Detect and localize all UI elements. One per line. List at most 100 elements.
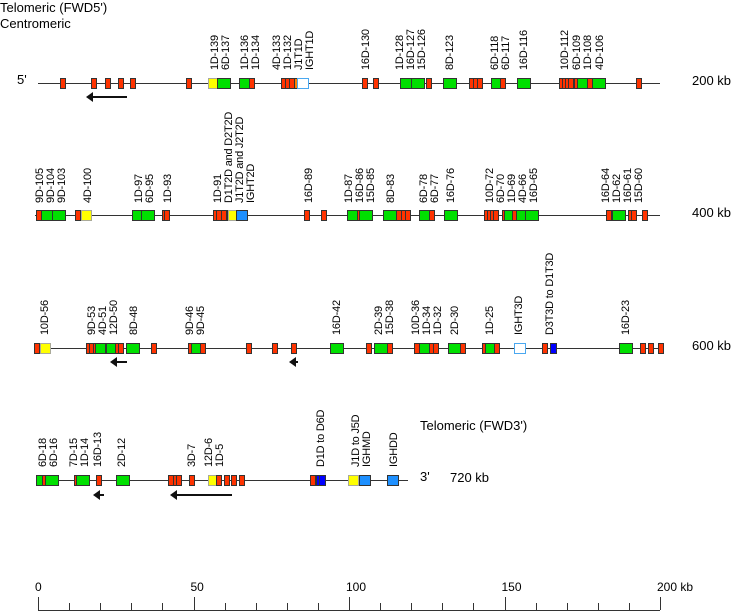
pseudogene-box[interactable]	[631, 210, 637, 221]
pseudogene-box[interactable]	[164, 210, 170, 221]
pseudogene-box[interactable]	[118, 78, 124, 89]
functional-gene-box[interactable]	[619, 343, 633, 354]
pseudogene-box[interactable]	[658, 343, 664, 354]
gene-label: 10D-72	[484, 168, 496, 203]
functional-gene-box[interactable]	[411, 78, 425, 89]
pseudogene-box[interactable]	[460, 343, 466, 354]
functional-gene-box[interactable]	[359, 210, 373, 221]
functional-gene-box[interactable]	[612, 210, 626, 221]
pseudogene-box[interactable]	[96, 475, 102, 486]
gene-label: 1D-5	[214, 443, 226, 467]
constant-region-box[interactable]	[236, 210, 248, 221]
minor-tick	[69, 603, 71, 610]
strand-end-label: 3'	[420, 469, 430, 484]
pseudogene-box[interactable]	[186, 78, 192, 89]
pseudogene-box[interactable]	[640, 343, 646, 354]
pseudogene-box[interactable]	[493, 210, 499, 221]
gene-label: 1D-97	[133, 174, 145, 203]
pseudogene-box[interactable]	[429, 210, 435, 221]
functional-gene-box[interactable]	[217, 78, 231, 89]
gene-label: 16D-64	[600, 168, 612, 203]
pseudogene-box[interactable]	[249, 78, 255, 89]
constant-region-box[interactable]	[359, 475, 371, 486]
gene-label: 9D-46	[184, 306, 196, 335]
pseudogene-box[interactable]	[224, 475, 230, 486]
functional-gene-box[interactable]	[374, 343, 388, 354]
functional-gene-box[interactable]	[45, 475, 59, 486]
functional-gene-box[interactable]	[383, 210, 397, 221]
gene-label: 1D-69	[506, 174, 518, 203]
pseudogene-box[interactable]	[642, 210, 648, 221]
pseudogene-box[interactable]	[130, 78, 136, 89]
functional-gene-box[interactable]	[52, 210, 66, 221]
pseudogene-box[interactable]	[373, 78, 379, 89]
pseudogene-box[interactable]	[60, 78, 66, 89]
gene-label: 8D-123	[444, 35, 456, 70]
scale-tick-label: 0	[35, 580, 42, 594]
functional-gene-box[interactable]	[525, 210, 539, 221]
pseudogene-box[interactable]	[321, 210, 327, 221]
pseudogene-box[interactable]	[648, 343, 654, 354]
pseudogene-box[interactable]	[405, 210, 411, 221]
open-box[interactable]	[297, 78, 309, 89]
functional-gene-box[interactable]	[592, 78, 606, 89]
pseudogene-box[interactable]	[606, 210, 612, 221]
pseudogene-box[interactable]	[231, 475, 237, 486]
constant-region-box[interactable]	[387, 475, 399, 486]
scale-tick-label: 150	[501, 580, 522, 594]
functional-gene-box[interactable]	[76, 475, 90, 486]
pseudogene-box[interactable]	[91, 78, 97, 89]
functional-gene-box[interactable]	[141, 210, 155, 221]
gene-label: 4D-133	[271, 35, 283, 70]
pseudogene-box[interactable]	[291, 343, 297, 354]
position-kb-label: 400 kb	[692, 205, 732, 220]
pseudogene-box[interactable]	[366, 343, 372, 354]
pseudogene-box[interactable]	[494, 343, 500, 354]
scale-tick-label: 100	[346, 580, 367, 594]
orf-gene-box[interactable]	[347, 475, 359, 486]
pseudogene-box[interactable]	[362, 78, 368, 89]
pseudogene-box[interactable]	[500, 78, 506, 89]
major-tick	[193, 597, 195, 610]
pseudogene-box[interactable]	[246, 343, 252, 354]
functional-gene-box[interactable]	[126, 343, 140, 354]
functional-gene-box[interactable]	[443, 78, 457, 89]
pseudogene-box[interactable]	[118, 343, 124, 354]
pseudogene-box[interactable]	[272, 343, 278, 354]
open-box[interactable]	[514, 343, 526, 354]
pseudogene-box[interactable]	[542, 343, 548, 354]
pseudogene-box[interactable]	[433, 343, 439, 354]
functional-gene-box[interactable]	[330, 343, 344, 354]
pseudogene-box[interactable]	[151, 343, 157, 354]
gene-label: 6D-95	[144, 174, 156, 203]
pseudogene-box[interactable]	[216, 475, 222, 486]
gene-label: 6D-117	[500, 35, 512, 70]
gene-label: J1T2D and J2T2D	[234, 116, 246, 203]
functional-gene-box[interactable]	[444, 210, 458, 221]
pseudogene-box[interactable]	[426, 78, 432, 89]
gene-label: 4D-106	[594, 35, 606, 70]
gene-label: 1D-25	[484, 306, 496, 335]
gene-label: 1D-91	[212, 174, 224, 203]
position-kb-label: 720 kb	[450, 470, 490, 485]
gene-label: 12D-50	[108, 300, 120, 335]
orf-gene-box[interactable]	[80, 210, 92, 221]
pseudogene-box[interactable]	[636, 78, 642, 89]
pseudogene-box[interactable]	[387, 343, 393, 354]
functional-gene-box[interactable]	[116, 475, 130, 486]
pseudogene-box[interactable]	[304, 210, 310, 221]
pseudogene-box[interactable]	[105, 78, 111, 89]
d-segment-box[interactable]	[318, 475, 326, 486]
d-segment-box[interactable]	[549, 343, 557, 354]
orf-gene-box[interactable]	[39, 343, 51, 354]
gene-label: 16D-76	[445, 168, 457, 203]
pseudogene-box[interactable]	[176, 475, 182, 486]
pseudogene-box[interactable]	[239, 475, 245, 486]
pseudogene-box[interactable]	[568, 78, 574, 89]
gene-label: 15D-60	[633, 168, 645, 203]
functional-gene-box[interactable]	[517, 78, 531, 89]
pseudogene-box[interactable]	[477, 78, 483, 89]
pseudogene-box[interactable]	[200, 343, 206, 354]
gene-label: 1D-139	[209, 35, 221, 70]
pseudogene-box[interactable]	[189, 475, 195, 486]
